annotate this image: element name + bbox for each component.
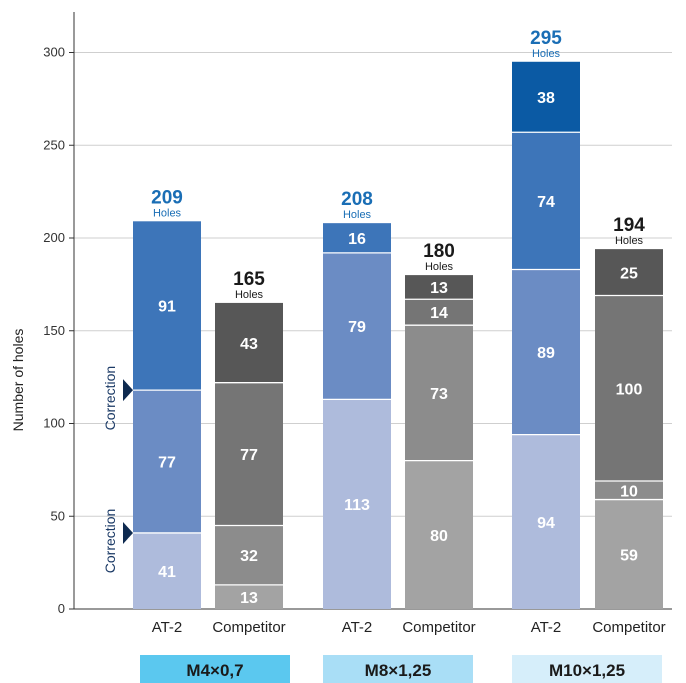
group-band — [140, 655, 290, 683]
bar-segment — [405, 325, 473, 461]
bar-total-unit: Holes — [532, 48, 561, 60]
bar-total-label: 295 — [530, 28, 562, 49]
bar-total-label: 208 — [341, 189, 373, 210]
bar-segment — [215, 302, 283, 383]
bar-segment — [133, 221, 201, 391]
segment-label: 73 — [430, 386, 448, 403]
segment-label: 43 — [240, 336, 258, 353]
bar-segment — [133, 532, 201, 609]
bar-segment — [215, 382, 283, 526]
bar-segment — [595, 499, 663, 609]
segment-label: 79 — [348, 319, 366, 336]
bar-segment — [405, 299, 473, 326]
y-tick-label: 50 — [51, 508, 65, 523]
segment-label: 113 — [344, 497, 370, 514]
y-tick-label: 100 — [43, 416, 65, 431]
bar-segment — [323, 399, 391, 609]
group-band — [512, 655, 662, 683]
segment-label: 32 — [240, 548, 258, 565]
x-category-label: AT-2 — [152, 619, 183, 636]
group-label: M4×0,7 — [186, 661, 243, 680]
bar-segment — [595, 481, 663, 500]
bar-total-unit: Holes — [235, 289, 264, 301]
bar-total-label: 194 — [613, 215, 645, 236]
bar-total-unit: Holes — [153, 207, 182, 219]
segment-label: 100 — [616, 381, 643, 398]
segment-label: 38 — [537, 90, 555, 107]
x-category-label: Competitor — [212, 619, 285, 636]
group-band — [323, 655, 473, 683]
bar-segment — [405, 460, 473, 609]
bar-segment — [512, 269, 580, 435]
correction-arrow — [123, 521, 133, 544]
bar-total-unit: Holes — [615, 235, 644, 247]
bar-total-unit: Holes — [425, 261, 454, 273]
segment-label: 77 — [240, 447, 258, 464]
bar-segment — [512, 434, 580, 609]
y-tick-label: 0 — [58, 601, 65, 616]
segment-label: 74 — [537, 194, 555, 211]
bar-segment — [512, 61, 580, 133]
segment-label: 25 — [620, 265, 638, 282]
y-tick-label: 300 — [43, 45, 65, 60]
x-category-label: AT-2 — [531, 619, 562, 636]
correction-annotation: Correction — [102, 366, 118, 431]
bar-segment — [595, 295, 663, 482]
segment-label: 14 — [430, 305, 448, 322]
x-category-label: Competitor — [592, 619, 665, 636]
segment-label: 80 — [430, 528, 448, 545]
bar-segment — [323, 252, 391, 400]
x-category-label: AT-2 — [342, 619, 373, 636]
group-label: M8×1,25 — [365, 661, 432, 680]
bar-segment — [512, 132, 580, 270]
y-tick-label: 200 — [43, 230, 65, 245]
bar-segment — [215, 525, 283, 585]
bar-segment — [133, 390, 201, 533]
group-label: M10×1,25 — [549, 661, 625, 680]
bar-segment — [215, 584, 283, 609]
y-tick-label: 150 — [43, 323, 65, 338]
bar-segment — [405, 275, 473, 300]
segment-label: 59 — [620, 547, 638, 564]
segment-label: 89 — [537, 345, 555, 362]
bar-segment — [323, 223, 391, 253]
correction-arrow — [123, 379, 133, 402]
segment-label: 77 — [158, 455, 176, 472]
bar-total-unit: Holes — [343, 209, 372, 221]
segment-label: 41 — [158, 564, 176, 581]
correction-annotation: Correction — [102, 509, 118, 574]
y-tick-label: 250 — [43, 137, 65, 152]
segment-label: 13 — [430, 280, 448, 297]
x-category-label: Competitor — [402, 619, 475, 636]
segment-label: 13 — [240, 590, 258, 607]
bar-total-label: 165 — [233, 269, 265, 290]
segment-label: 94 — [537, 515, 555, 532]
y-axis-label: Number of holes — [10, 329, 26, 432]
segment-label: 10 — [620, 483, 638, 500]
segment-label: 91 — [158, 299, 176, 316]
bar-total-label: 209 — [151, 187, 183, 208]
segment-label: 16 — [348, 231, 366, 248]
bar-total-label: 180 — [423, 241, 455, 262]
bar-segment — [595, 249, 663, 296]
